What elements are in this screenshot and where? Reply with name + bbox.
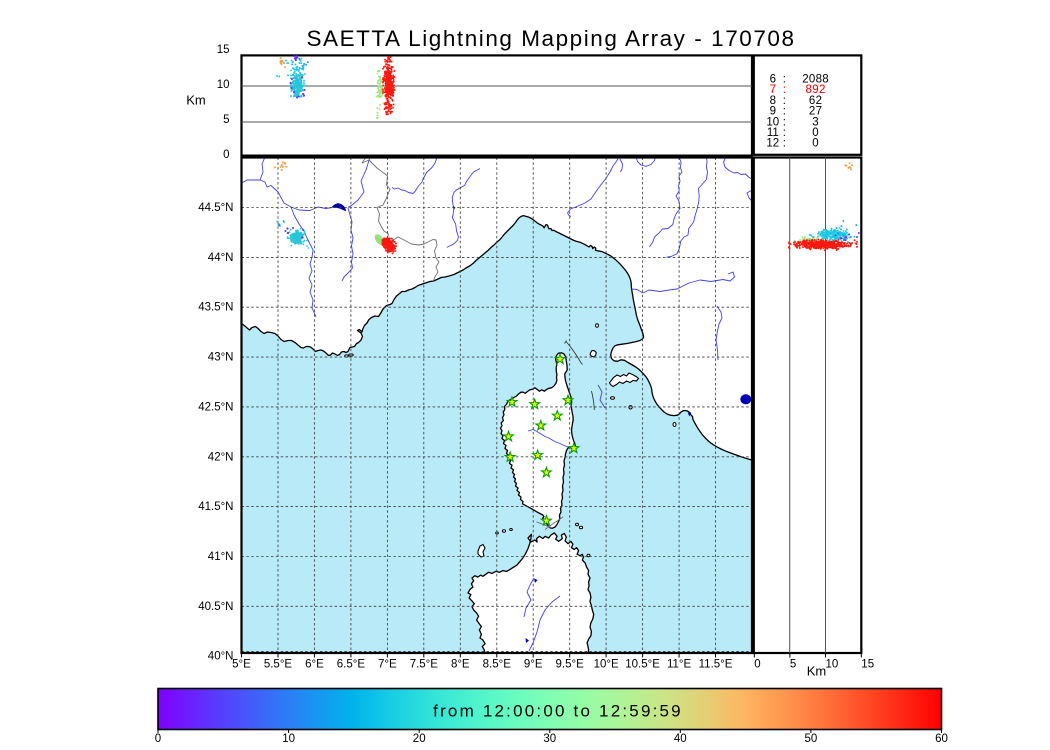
svg-text:9°E: 9°E xyxy=(524,658,543,670)
svg-text:5: 5 xyxy=(223,114,229,126)
svg-text:44°N: 44°N xyxy=(208,252,234,264)
svg-text:11°E: 11°E xyxy=(667,658,692,670)
svg-text:10.5°E: 10.5°E xyxy=(625,658,660,670)
svg-text:0: 0 xyxy=(155,733,161,745)
svg-text:0: 0 xyxy=(223,149,229,161)
svg-text:7: 7 xyxy=(770,84,776,96)
svg-text:6.5°E: 6.5°E xyxy=(337,658,366,670)
svg-text:10: 10 xyxy=(217,79,230,91)
svg-text:10: 10 xyxy=(766,116,779,128)
svg-text:7.5°E: 7.5°E xyxy=(410,658,439,670)
svg-text:41°N: 41°N xyxy=(208,551,234,563)
svg-text:6°E: 6°E xyxy=(305,658,324,670)
svg-text:6: 6 xyxy=(770,73,776,85)
svg-text:9.5°E: 9.5°E xyxy=(556,658,585,670)
svg-text:20: 20 xyxy=(413,733,426,745)
svg-text:7°E: 7°E xyxy=(378,658,397,670)
svg-text:2088: 2088 xyxy=(802,73,829,85)
svg-text::: : xyxy=(783,127,786,139)
svg-text:8.5°E: 8.5°E xyxy=(483,658,512,670)
svg-text:SAETTA Lightning Mapping Array: SAETTA Lightning Mapping Array - 170708 xyxy=(306,26,795,51)
svg-text:42°N: 42°N xyxy=(208,451,234,463)
svg-text:41.5°N: 41.5°N xyxy=(198,501,233,513)
svg-text:15: 15 xyxy=(217,44,230,56)
svg-text:50: 50 xyxy=(805,733,818,745)
svg-text:Km: Km xyxy=(807,664,827,679)
svg-text:40.5°N: 40.5°N xyxy=(198,601,233,613)
svg-text::: : xyxy=(783,73,786,85)
svg-text:62: 62 xyxy=(809,95,822,107)
svg-text:15: 15 xyxy=(861,658,874,670)
svg-text:43.5°N: 43.5°N xyxy=(198,302,233,314)
svg-text:0: 0 xyxy=(754,658,760,670)
svg-text::: : xyxy=(783,116,786,128)
svg-text:5.5°E: 5.5°E xyxy=(264,658,293,670)
svg-text:10: 10 xyxy=(282,733,295,745)
svg-text:10°E: 10°E xyxy=(594,658,619,670)
svg-text:9: 9 xyxy=(770,106,776,118)
svg-text:27: 27 xyxy=(809,106,822,118)
svg-text::: : xyxy=(783,138,786,150)
svg-text:11.5°E: 11.5°E xyxy=(699,658,733,670)
svg-text:8°E: 8°E xyxy=(451,658,470,670)
svg-text:11: 11 xyxy=(767,127,779,139)
svg-text:0: 0 xyxy=(812,127,819,139)
svg-text:42.5°N: 42.5°N xyxy=(198,401,233,413)
svg-text:40°N: 40°N xyxy=(208,651,234,663)
svg-text:8: 8 xyxy=(770,95,776,107)
svg-text::: : xyxy=(783,84,786,96)
svg-text::: : xyxy=(783,106,786,118)
svg-text:0: 0 xyxy=(812,138,819,150)
svg-text:44.5°N: 44.5°N xyxy=(198,202,233,214)
svg-text:5°E: 5°E xyxy=(232,658,251,670)
svg-text:3: 3 xyxy=(812,116,819,128)
svg-text:30: 30 xyxy=(543,733,556,745)
svg-text:5: 5 xyxy=(790,658,796,670)
svg-text:10: 10 xyxy=(826,658,839,670)
svg-text:from 12:00:00 to 12:59:59: from 12:00:00 to 12:59:59 xyxy=(433,702,683,721)
svg-text:60: 60 xyxy=(935,733,948,745)
svg-text:892: 892 xyxy=(806,84,826,96)
svg-text::: : xyxy=(783,95,786,107)
svg-text:12: 12 xyxy=(766,138,779,150)
svg-text:40: 40 xyxy=(674,733,687,745)
svg-text:Km: Km xyxy=(186,93,206,108)
svg-text:43°N: 43°N xyxy=(208,352,234,364)
